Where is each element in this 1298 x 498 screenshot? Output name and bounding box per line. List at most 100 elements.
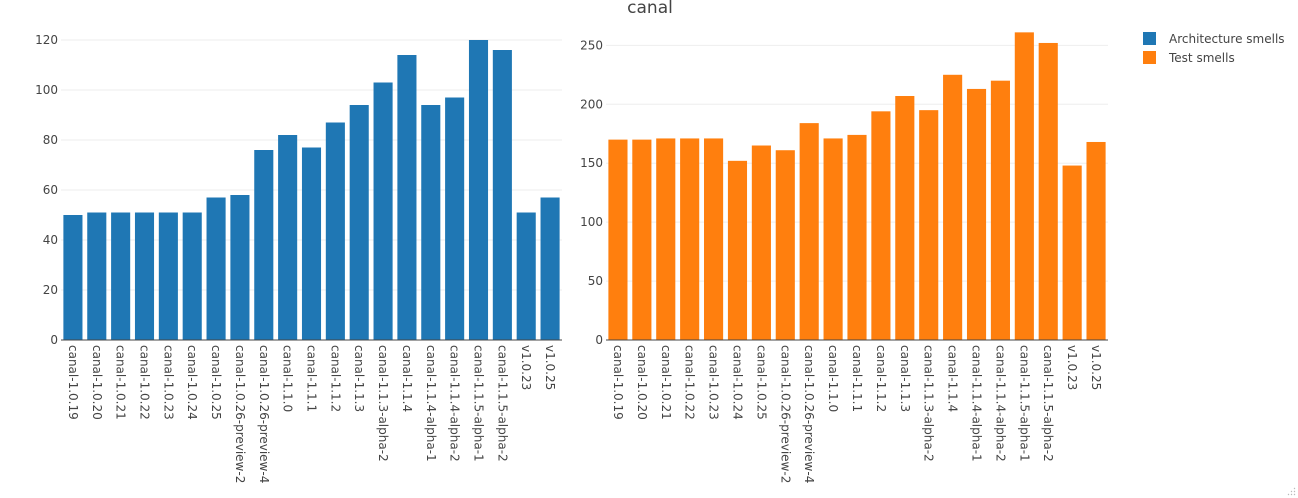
bar[interactable] [727,160,748,340]
x-tick-label: canal-1.0.22 [683,345,697,420]
bar[interactable] [799,123,819,340]
bar[interactable] [230,195,250,340]
bar[interactable] [206,197,226,341]
legend-swatch[interactable] [1143,32,1156,45]
x-tick-label: canal-1.1.5-alpha-2 [495,345,509,462]
bar[interactable] [111,212,131,341]
bar[interactable] [871,111,891,340]
bar[interactable] [540,197,560,341]
bar[interactable] [63,215,83,340]
x-tick-label: canal-1.1.3-alpha-2 [922,345,936,462]
legend-swatch[interactable] [1143,51,1156,64]
y-tick-label: 200 [580,97,603,111]
x-tick-label: canal-1.1.3-alpha-2 [376,345,390,462]
bar[interactable] [468,40,489,340]
x-tick-label: v1.0.25 [543,345,557,390]
bar[interactable] [1014,32,1034,340]
x-tick-label: canal-1.0.24 [730,345,744,420]
x-tick-label: canal-1.0.26-preview-2 [778,345,792,483]
bar[interactable] [775,150,795,340]
bar[interactable] [751,145,771,340]
bar[interactable] [1038,42,1058,340]
y-tick-label: 150 [580,156,603,170]
y-tick-label: 50 [588,274,603,288]
y-tick-label: 100 [35,83,58,97]
bar[interactable] [943,74,963,340]
bar[interactable] [632,139,652,340]
x-tick-label: canal-1.0.26-preview-4 [257,345,271,483]
bar[interactable] [704,138,724,340]
x-tick-label: canal-1.1.4 [400,345,414,412]
x-tick-label: canal-1.1.4-alpha-1 [424,345,438,462]
x-tick-label: canal-1.1.4-alpha-1 [970,345,984,462]
legend-label[interactable]: Test smells [1168,51,1235,65]
x-tick-label: v1.0.23 [519,345,533,390]
y-tick-label: 120 [35,33,58,47]
x-tick-label: canal-1.1.4 [946,345,960,412]
x-tick-label: canal-1.0.21 [114,345,128,420]
bar[interactable] [278,135,298,340]
chart-title: canal [627,0,673,18]
x-tick-label: canal-1.0.23 [161,345,175,420]
x-tick-label: canal-1.1.5-alpha-1 [1017,345,1031,462]
bar[interactable] [608,139,628,340]
bar[interactable] [158,212,178,341]
bar[interactable] [990,80,1010,340]
x-tick-label: canal-1.0.20 [635,345,649,420]
x-tick-label: canal-1.0.26-preview-4 [802,345,816,483]
bar[interactable] [301,147,322,341]
y-tick-label: 100 [580,215,603,229]
x-tick-label: canal-1.0.22 [138,345,152,420]
x-tick-label: canal-1.0.26-preview-2 [233,345,247,483]
bar[interactable] [397,55,417,340]
x-tick-label: v1.0.25 [1089,345,1103,390]
y-tick-label: 80 [43,133,58,147]
x-tick-label: canal-1.1.5-alpha-1 [472,345,486,462]
resize-grip-icon[interactable] [1286,486,1296,496]
x-tick-label: canal-1.0.23 [707,345,721,420]
x-tick-label: canal-1.0.25 [754,345,768,420]
x-tick-label: v1.0.23 [1065,345,1079,390]
bar[interactable] [847,134,867,340]
bar[interactable] [373,82,393,341]
x-tick-label: canal-1.0.20 [90,345,104,420]
y-tick-label: 60 [43,183,58,197]
bar[interactable] [325,122,345,341]
bar[interactable] [254,150,274,340]
bar[interactable] [680,138,700,340]
x-tick-label: canal-1.0.19 [66,345,80,420]
bar[interactable] [134,212,155,341]
x-tick-label: canal-1.0.19 [611,345,625,420]
bar[interactable] [492,50,512,340]
bar[interactable] [895,96,915,341]
bar[interactable] [966,88,987,340]
bar[interactable] [1086,141,1106,340]
x-tick-label: canal-1.1.3 [898,345,912,412]
bar[interactable] [919,110,939,340]
x-tick-label: canal-1.1.0 [281,345,295,412]
bar[interactable] [1062,165,1082,340]
x-tick-label: canal-1.0.21 [659,345,673,420]
x-tick-label: canal-1.0.24 [185,345,199,420]
x-tick-label: canal-1.1.1 [850,345,864,412]
y-tick-label: 250 [580,38,603,52]
subplot-2: 0 50 100 150 200 250 canal-1.0.19 canal-1.0.20 c… [580,32,1108,483]
x-tick-label: canal-1.1.4-alpha-2 [993,345,1007,462]
legend-label[interactable]: Architecture smells [1169,32,1285,46]
bar[interactable] [656,138,676,340]
bar[interactable] [87,212,107,341]
legend[interactable]: Architecture smells Test smells [1143,32,1285,65]
x-tick-label: canal-1.1.1 [305,345,319,412]
y-tick-label: 0 [595,333,603,347]
x-tick-label: canal-1.1.4-alpha-2 [448,345,462,462]
bar[interactable] [421,105,441,340]
y-tick-label: 20 [43,283,58,297]
bar[interactable] [516,212,536,341]
bar[interactable] [349,105,369,340]
bar[interactable] [182,212,202,341]
bar[interactable] [823,138,843,340]
bar[interactable] [445,97,465,341]
x-tick-label: canal-1.0.25 [209,345,223,420]
x-tick-label: canal-1.1.0 [826,345,840,412]
